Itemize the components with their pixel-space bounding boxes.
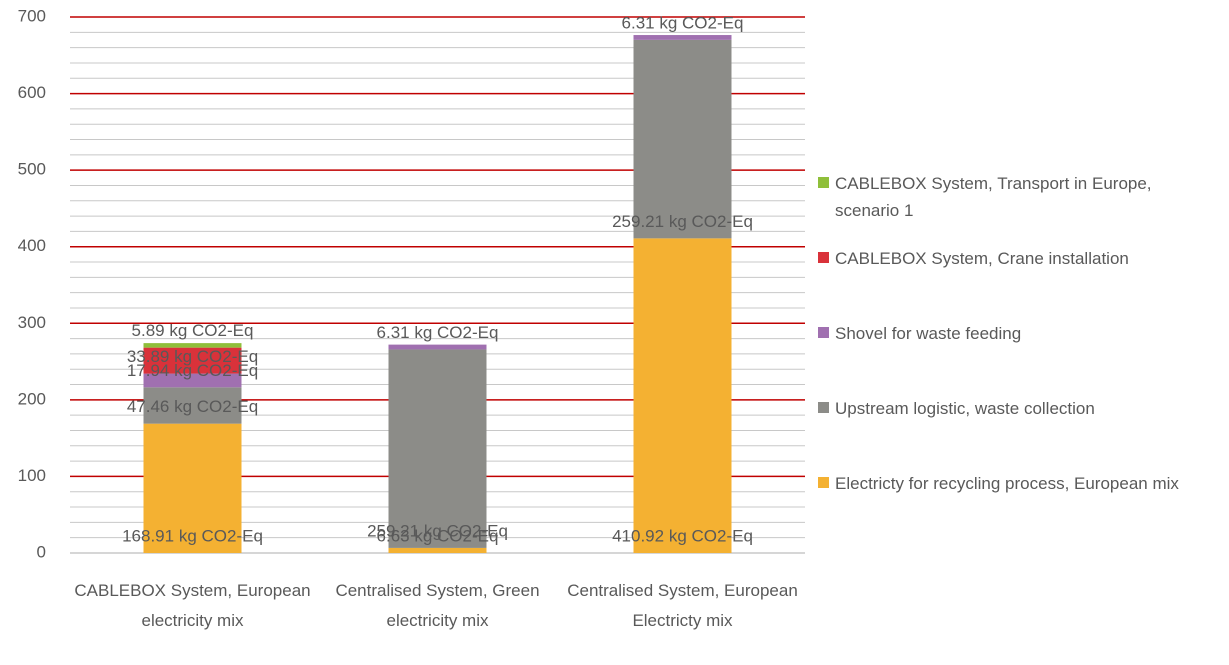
- y-tick-label: 0: [37, 542, 46, 561]
- data-label: 410.92 kg CO2-Eq: [612, 526, 753, 545]
- legend-label-box: CABLEBOX System, Transport in Europe, sc…: [835, 174, 1152, 220]
- legend-swatch: [818, 477, 829, 488]
- data-label: 6.31 kg CO2-Eq: [622, 13, 744, 32]
- y-tick-label: 700: [18, 6, 46, 25]
- data-label: 33.89 kg CO2-Eq: [127, 347, 258, 366]
- x-tick-label: Centralised System, European Electricty …: [567, 581, 798, 630]
- data-label: 168.91 kg CO2-Eq: [122, 526, 263, 545]
- legend-swatch: [818, 327, 829, 338]
- legend-label: Upstream logistic, waste collection: [835, 399, 1095, 418]
- y-tick-label: 500: [18, 160, 46, 179]
- y-tick-label: 400: [18, 236, 46, 255]
- y-tick-label: 300: [18, 313, 46, 332]
- legend-label-box: Upstream logistic, waste collection: [835, 399, 1095, 418]
- x-tick-label-box: Centralised System, European Electricty …: [567, 581, 798, 630]
- y-tick-label: 200: [18, 389, 46, 408]
- legend-label-box: Electricty for recycling process, Europe…: [835, 474, 1179, 493]
- data-label: 17.94 kg CO2-Eq: [127, 361, 258, 380]
- x-tick-label: Centralised System, Green electricity mi…: [335, 581, 540, 630]
- data-label: 259.21 kg CO2-Eq: [612, 212, 753, 231]
- y-tick-label: 100: [18, 466, 46, 485]
- legend-label-box: CABLEBOX System, Crane installation: [835, 249, 1129, 268]
- bar-segment: [143, 343, 242, 348]
- legend-label: CABLEBOX System, Transport in Europe, sc…: [835, 174, 1152, 220]
- legend-label-box: Shovel for waste feeding: [835, 324, 1022, 343]
- bar-segment: [388, 547, 487, 553]
- bar-segment: [633, 35, 732, 40]
- x-tick-label-box: CABLEBOX System, European electricity mi…: [74, 581, 311, 630]
- data-label: 259.21 kg CO2-Eq: [367, 521, 508, 540]
- y-tick-label: 600: [18, 83, 46, 102]
- bar-segment: [633, 238, 732, 553]
- legend-label: CABLEBOX System, Crane installation: [835, 249, 1129, 268]
- x-tick-label: CABLEBOX System, European electricity mi…: [74, 581, 311, 630]
- data-label: 6.31 kg CO2-Eq: [377, 323, 499, 342]
- bar-segment: [143, 347, 242, 374]
- legend-swatch: [818, 402, 829, 413]
- bar-segment: [388, 344, 487, 350]
- legend-label: Electricty for recycling process, Europe…: [835, 474, 1179, 493]
- bar-segment: [143, 373, 242, 388]
- data-label: 6.63 kg CO2-Eq: [377, 526, 499, 545]
- bar-segment: [143, 387, 242, 424]
- bar-segment: [633, 39, 732, 239]
- legend-label: Shovel for waste feeding: [835, 324, 1022, 343]
- bar-segment: [143, 423, 242, 553]
- x-tick-label-box: Centralised System, Green electricity mi…: [335, 581, 540, 630]
- data-label: 47.46 kg CO2-Eq: [127, 397, 258, 416]
- legend-swatch: [818, 252, 829, 263]
- data-label: 5.89 kg CO2-Eq: [132, 321, 254, 340]
- bar-segment: [388, 349, 487, 548]
- legend-swatch: [818, 177, 829, 188]
